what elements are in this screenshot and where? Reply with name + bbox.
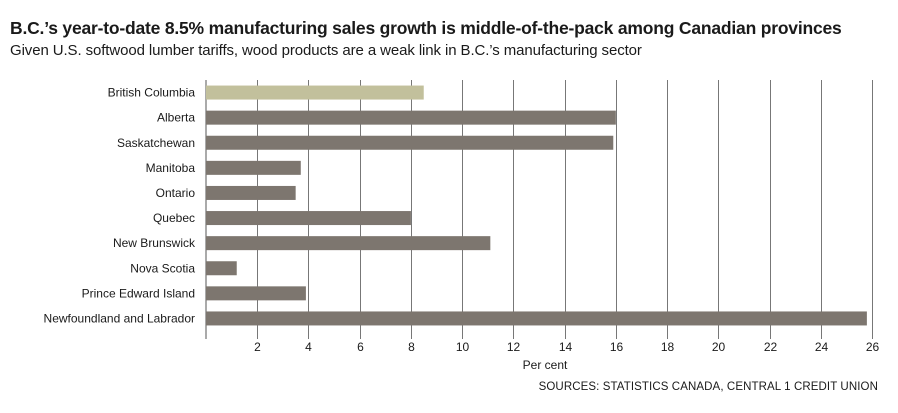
category-label: Saskatchewan bbox=[117, 136, 195, 150]
bar bbox=[206, 261, 237, 276]
x-tick-label: 16 bbox=[610, 340, 624, 354]
x-tick-label: 24 bbox=[815, 340, 829, 354]
bar bbox=[206, 211, 411, 226]
x-tick-label: 12 bbox=[507, 340, 521, 354]
chart-subtitle: Given U.S. softwood lumber tariffs, wood… bbox=[10, 42, 642, 59]
category-label: Newfoundland and Labrador bbox=[44, 311, 195, 325]
bar bbox=[206, 160, 301, 175]
x-axis-label: Per cent bbox=[523, 358, 568, 372]
x-tick-label: 10 bbox=[456, 340, 470, 354]
category-label: Alberta bbox=[157, 111, 195, 125]
x-tick-label: 18 bbox=[661, 340, 675, 354]
x-tick-label: 2 bbox=[254, 340, 261, 354]
bar bbox=[206, 85, 424, 100]
x-tick-label: 20 bbox=[712, 340, 726, 354]
x-tick-label: 6 bbox=[357, 340, 364, 354]
category-label: Nova Scotia bbox=[130, 261, 195, 275]
source-note: SOURCES: STATISTICS CANADA, CENTRAL 1 CR… bbox=[538, 381, 878, 393]
x-tick-label: 4 bbox=[305, 340, 312, 354]
category-label: British Columbia bbox=[108, 86, 196, 100]
category-label: Quebec bbox=[153, 211, 195, 225]
category-label: Manitoba bbox=[146, 161, 196, 175]
category-label: Prince Edward Island bbox=[82, 286, 195, 300]
bar bbox=[206, 135, 614, 150]
x-tick-label: 14 bbox=[559, 340, 573, 354]
bar bbox=[206, 110, 616, 125]
x-tick-label: 26 bbox=[866, 340, 880, 354]
bar bbox=[206, 286, 306, 301]
x-tick-label: 8 bbox=[408, 340, 415, 354]
chart-title: B.C.’s year-to-date 8.5% manufacturing s… bbox=[10, 18, 842, 38]
bar bbox=[206, 185, 296, 200]
bar bbox=[206, 236, 491, 251]
category-label: New Brunswick bbox=[113, 236, 196, 250]
x-tick-label: 22 bbox=[764, 340, 778, 354]
category-label: Ontario bbox=[156, 186, 196, 200]
bar bbox=[206, 311, 867, 326]
